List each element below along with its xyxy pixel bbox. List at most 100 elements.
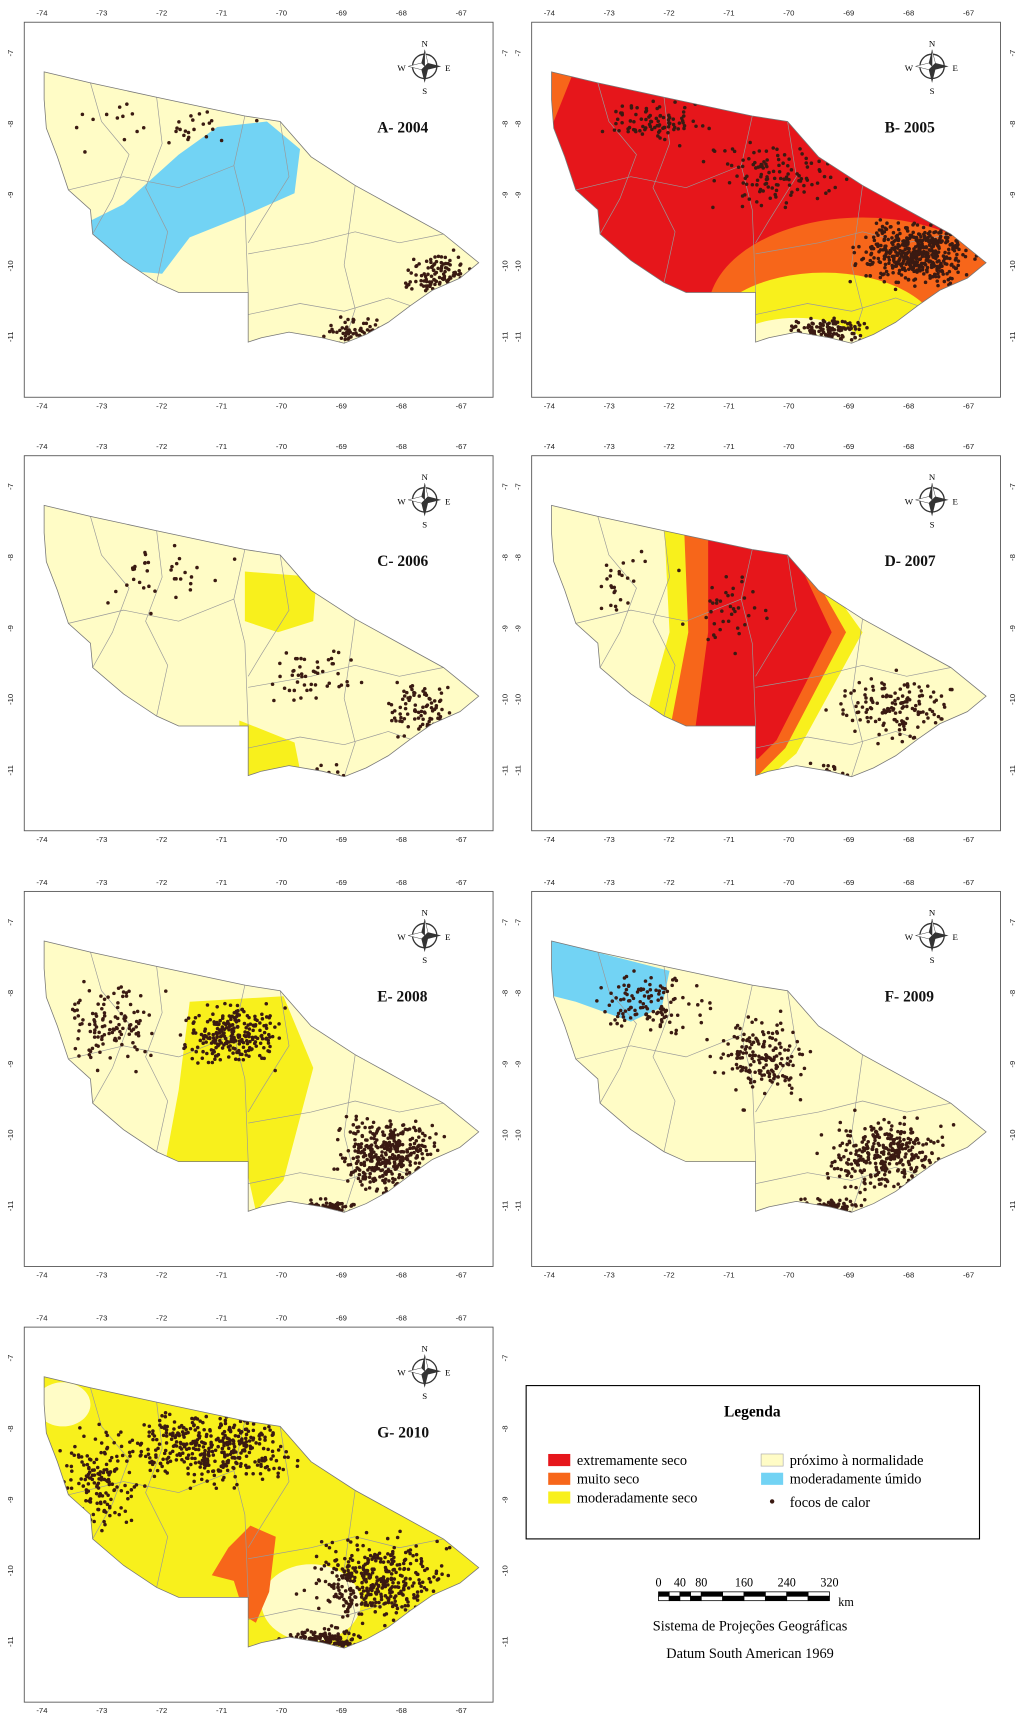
fire-spot bbox=[206, 1453, 210, 1457]
fire-spot bbox=[904, 1147, 908, 1151]
fire-spot bbox=[153, 589, 157, 593]
fire-spot bbox=[901, 1143, 905, 1147]
fire-spot bbox=[617, 985, 621, 989]
lat-tick-label: -11 bbox=[6, 765, 15, 776]
fire-spot bbox=[244, 1437, 248, 1441]
fire-spot bbox=[890, 236, 894, 240]
fire-spot bbox=[428, 280, 432, 284]
lon-tick-label: -70 bbox=[783, 9, 794, 18]
fire-spot bbox=[742, 1033, 746, 1037]
fire-spot bbox=[384, 1601, 388, 1605]
fire-spot bbox=[836, 1167, 840, 1171]
fire-spot bbox=[824, 708, 828, 712]
fire-spot bbox=[97, 1031, 101, 1035]
fire-spot bbox=[313, 670, 317, 674]
fire-spot bbox=[901, 1171, 905, 1175]
fire-spot bbox=[838, 1128, 842, 1132]
fire-spot bbox=[763, 1073, 767, 1077]
fire-spot bbox=[191, 118, 195, 122]
fire-spot bbox=[615, 608, 619, 612]
fire-spot bbox=[605, 563, 609, 567]
fire-spot bbox=[135, 1020, 139, 1024]
lon-tick-label: -67 bbox=[963, 1270, 974, 1279]
fire-spot bbox=[950, 242, 954, 246]
lat-tick-label: -8 bbox=[514, 554, 523, 561]
fire-spot bbox=[79, 1477, 83, 1481]
compass-letter: W bbox=[905, 932, 914, 942]
fire-spot bbox=[708, 599, 712, 603]
fire-spot bbox=[418, 1161, 422, 1165]
fire-spot bbox=[884, 1169, 888, 1173]
fire-spot bbox=[403, 1567, 407, 1571]
fire-spot bbox=[347, 1632, 351, 1636]
fire-spot bbox=[614, 996, 618, 1000]
fire-spot bbox=[341, 326, 345, 330]
lon-tick-label: -67 bbox=[963, 9, 974, 18]
fire-spot bbox=[823, 175, 827, 179]
fire-spot bbox=[613, 1018, 617, 1022]
fire-spot bbox=[864, 696, 868, 700]
fire-spot bbox=[831, 319, 835, 323]
fire-spot bbox=[913, 682, 917, 686]
fire-spot bbox=[627, 999, 631, 1003]
fire-spot bbox=[852, 332, 856, 336]
fire-spot bbox=[239, 1440, 243, 1444]
fire-spot bbox=[433, 699, 437, 703]
fire-spot bbox=[257, 1460, 261, 1464]
fire-spot bbox=[368, 1186, 372, 1190]
fire-spot bbox=[147, 1430, 151, 1434]
fire-spot bbox=[839, 326, 843, 330]
fire-spot bbox=[89, 1458, 93, 1462]
fire-spot bbox=[715, 598, 719, 602]
fire-spot bbox=[425, 1149, 429, 1153]
fire-spot bbox=[239, 1431, 243, 1435]
fire-spot bbox=[939, 1124, 943, 1128]
fire-spot bbox=[98, 1050, 102, 1054]
fire-spot bbox=[395, 1166, 399, 1170]
fire-spot bbox=[900, 273, 904, 277]
fire-spot bbox=[922, 720, 926, 724]
fire-spot bbox=[369, 1584, 373, 1588]
fire-spot bbox=[115, 1485, 119, 1489]
fire-spot bbox=[313, 1566, 317, 1570]
fire-spot bbox=[892, 1154, 896, 1158]
fire-spot bbox=[338, 1127, 342, 1131]
fire-spot bbox=[304, 675, 308, 679]
fire-spot bbox=[848, 280, 852, 284]
fire-spot bbox=[221, 1046, 225, 1050]
fire-spot bbox=[336, 1626, 340, 1630]
fire-spot bbox=[414, 273, 418, 277]
fire-spot bbox=[326, 684, 330, 688]
fire-spot bbox=[278, 675, 282, 679]
fire-spot bbox=[875, 1168, 879, 1172]
lon-tick-label: -68 bbox=[396, 878, 407, 887]
fire-spot bbox=[283, 1006, 287, 1010]
scale-segment bbox=[765, 1592, 786, 1596]
fire-spot bbox=[378, 1175, 382, 1179]
lat-tick-label: -11 bbox=[500, 765, 509, 776]
fire-spot bbox=[779, 1009, 783, 1013]
fire-spot bbox=[108, 1505, 112, 1509]
fire-spot bbox=[87, 1482, 91, 1486]
lat-tick-label: -8 bbox=[6, 121, 15, 128]
lon-tick-label: -68 bbox=[396, 9, 407, 18]
fire-spot bbox=[629, 119, 633, 123]
fire-spot bbox=[130, 1519, 134, 1523]
fire-spot bbox=[900, 264, 904, 268]
lon-tick-label: -74 bbox=[36, 835, 48, 844]
scale-segment bbox=[744, 1592, 765, 1596]
fire-spot bbox=[330, 1624, 334, 1628]
fire-spot bbox=[163, 1452, 167, 1456]
fire-spot bbox=[955, 253, 959, 257]
fire-spot bbox=[920, 252, 924, 256]
fire-spot bbox=[620, 111, 624, 115]
fire-spot bbox=[102, 1003, 106, 1007]
fire-spot bbox=[928, 234, 932, 238]
fire-spot bbox=[320, 1567, 324, 1571]
legend-swatch bbox=[548, 1473, 570, 1485]
fire-spot bbox=[333, 1634, 337, 1638]
fire-spot bbox=[342, 1604, 346, 1608]
fire-spot bbox=[942, 703, 946, 707]
fire-spot bbox=[242, 1058, 246, 1062]
fire-spot bbox=[246, 1042, 250, 1046]
